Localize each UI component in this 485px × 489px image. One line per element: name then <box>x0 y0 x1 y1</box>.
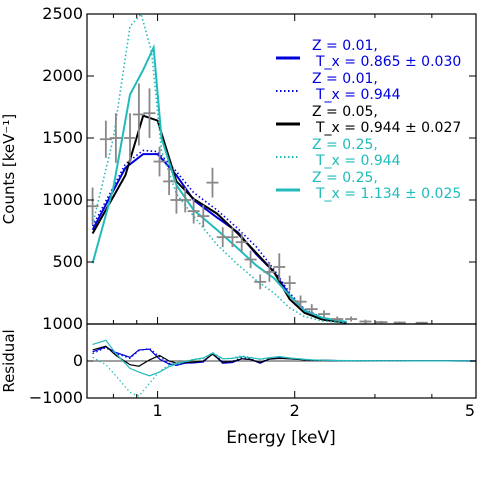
data-point-16 <box>244 250 257 269</box>
legend-label-line1: Z = 0.25, <box>312 170 378 186</box>
legend-label-line1: Z = 0.05, <box>312 104 378 120</box>
legend-label-line1: Z = 0.25, <box>312 137 378 153</box>
data-point-1 <box>99 120 112 158</box>
data-point-7 <box>163 167 176 196</box>
data-point-20 <box>283 275 296 291</box>
x-tick-label-5: 5 <box>465 401 475 420</box>
series-line-s1 <box>91 153 347 324</box>
data-point-11 <box>197 204 210 228</box>
spectrum-data-points <box>87 83 428 324</box>
y-tick-label: 500 <box>52 252 83 271</box>
legend-label-line2: T_x = 0.944 ± 0.027 <box>315 120 461 136</box>
residual-y-axis-label: Residual <box>0 329 18 392</box>
y-tick-label: 1500 <box>42 128 83 147</box>
residual-line-s5 <box>92 339 476 377</box>
data-point-24 <box>331 316 344 322</box>
legend-label-line2: T_x = 1.134 ± 0.025 <box>315 186 461 202</box>
residual-y-tick-label: 1000 <box>42 314 83 333</box>
legend-entry-s5: Z = 0.25,T_x = 1.134 ± 0.025 <box>276 170 461 202</box>
x-tick-label-1: 1 <box>152 401 162 420</box>
x-tick-label-2: 2 <box>290 401 300 420</box>
legend-label-line1: Z = 0.01, <box>312 71 378 87</box>
data-point-12 <box>206 167 219 198</box>
data-point-25 <box>345 316 358 322</box>
legend-entry-s4: Z = 0.25,T_x = 0.944 <box>276 137 401 169</box>
residual-curves <box>87 339 476 397</box>
data-point-14 <box>226 227 239 248</box>
residual-panel: −1000 0 1000 1 2 5 Residual Energy [keV] <box>0 314 477 448</box>
spectrum-y-axis-label: Counts [keV⁻¹] <box>0 114 18 224</box>
data-point-4 <box>132 83 145 146</box>
series-line-s2 <box>91 149 347 323</box>
data-point-10 <box>187 198 200 224</box>
legend-label-line2: T_x = 0.944 <box>315 153 401 169</box>
residual-y-tick-label: 0 <box>73 351 83 370</box>
series-line-s4 <box>91 14 347 324</box>
data-point-18 <box>263 262 276 282</box>
y-tick-label: 2500 <box>42 4 83 23</box>
data-point-28 <box>393 321 406 324</box>
legend-label-line2: T_x = 0.944 <box>315 87 401 103</box>
legend-entry-s3: Z = 0.05,T_x = 0.944 ± 0.027 <box>276 104 461 136</box>
data-point-5 <box>143 88 156 138</box>
y-tick-label: 2000 <box>42 66 83 85</box>
y-tick-label: 1000 <box>42 190 83 209</box>
data-point-19 <box>273 253 286 281</box>
data-point-26 <box>359 319 372 324</box>
data-point-3 <box>124 113 137 163</box>
series-line-s3 <box>91 114 347 324</box>
data-point-0 <box>87 187 99 225</box>
x-axis-label: Energy [keV] <box>226 428 336 448</box>
data-point-23 <box>318 310 331 318</box>
spectrum-panel: 500 1000 1500 2000 2500 Counts [keV⁻¹] Z = 0… <box>0 4 477 325</box>
data-point-17 <box>254 274 267 290</box>
legend-label-line2: T_x = 0.865 ± 0.030 <box>315 54 461 70</box>
residual-ticks: −1000 0 1000 1 2 5 <box>29 314 477 420</box>
data-point-27 <box>375 320 388 324</box>
legend-entry-s1: Z = 0.01,T_x = 0.865 ± 0.030 <box>276 38 461 70</box>
spectrum-y-ticks: 500 1000 1500 2000 2500 <box>42 4 476 324</box>
data-point-2 <box>109 113 122 163</box>
data-point-22 <box>305 304 318 315</box>
data-point-15 <box>235 232 248 253</box>
data-point-9 <box>179 187 192 213</box>
spectrum-curves <box>91 14 347 324</box>
legend-label-line1: Z = 0.01, <box>312 38 378 54</box>
series-line-s5 <box>91 43 347 323</box>
data-point-6 <box>153 146 166 177</box>
residual-y-tick-label: −1000 <box>29 388 83 407</box>
legend-entry-s2: Z = 0.01,T_x = 0.944 <box>276 71 401 103</box>
data-point-21 <box>294 295 307 308</box>
